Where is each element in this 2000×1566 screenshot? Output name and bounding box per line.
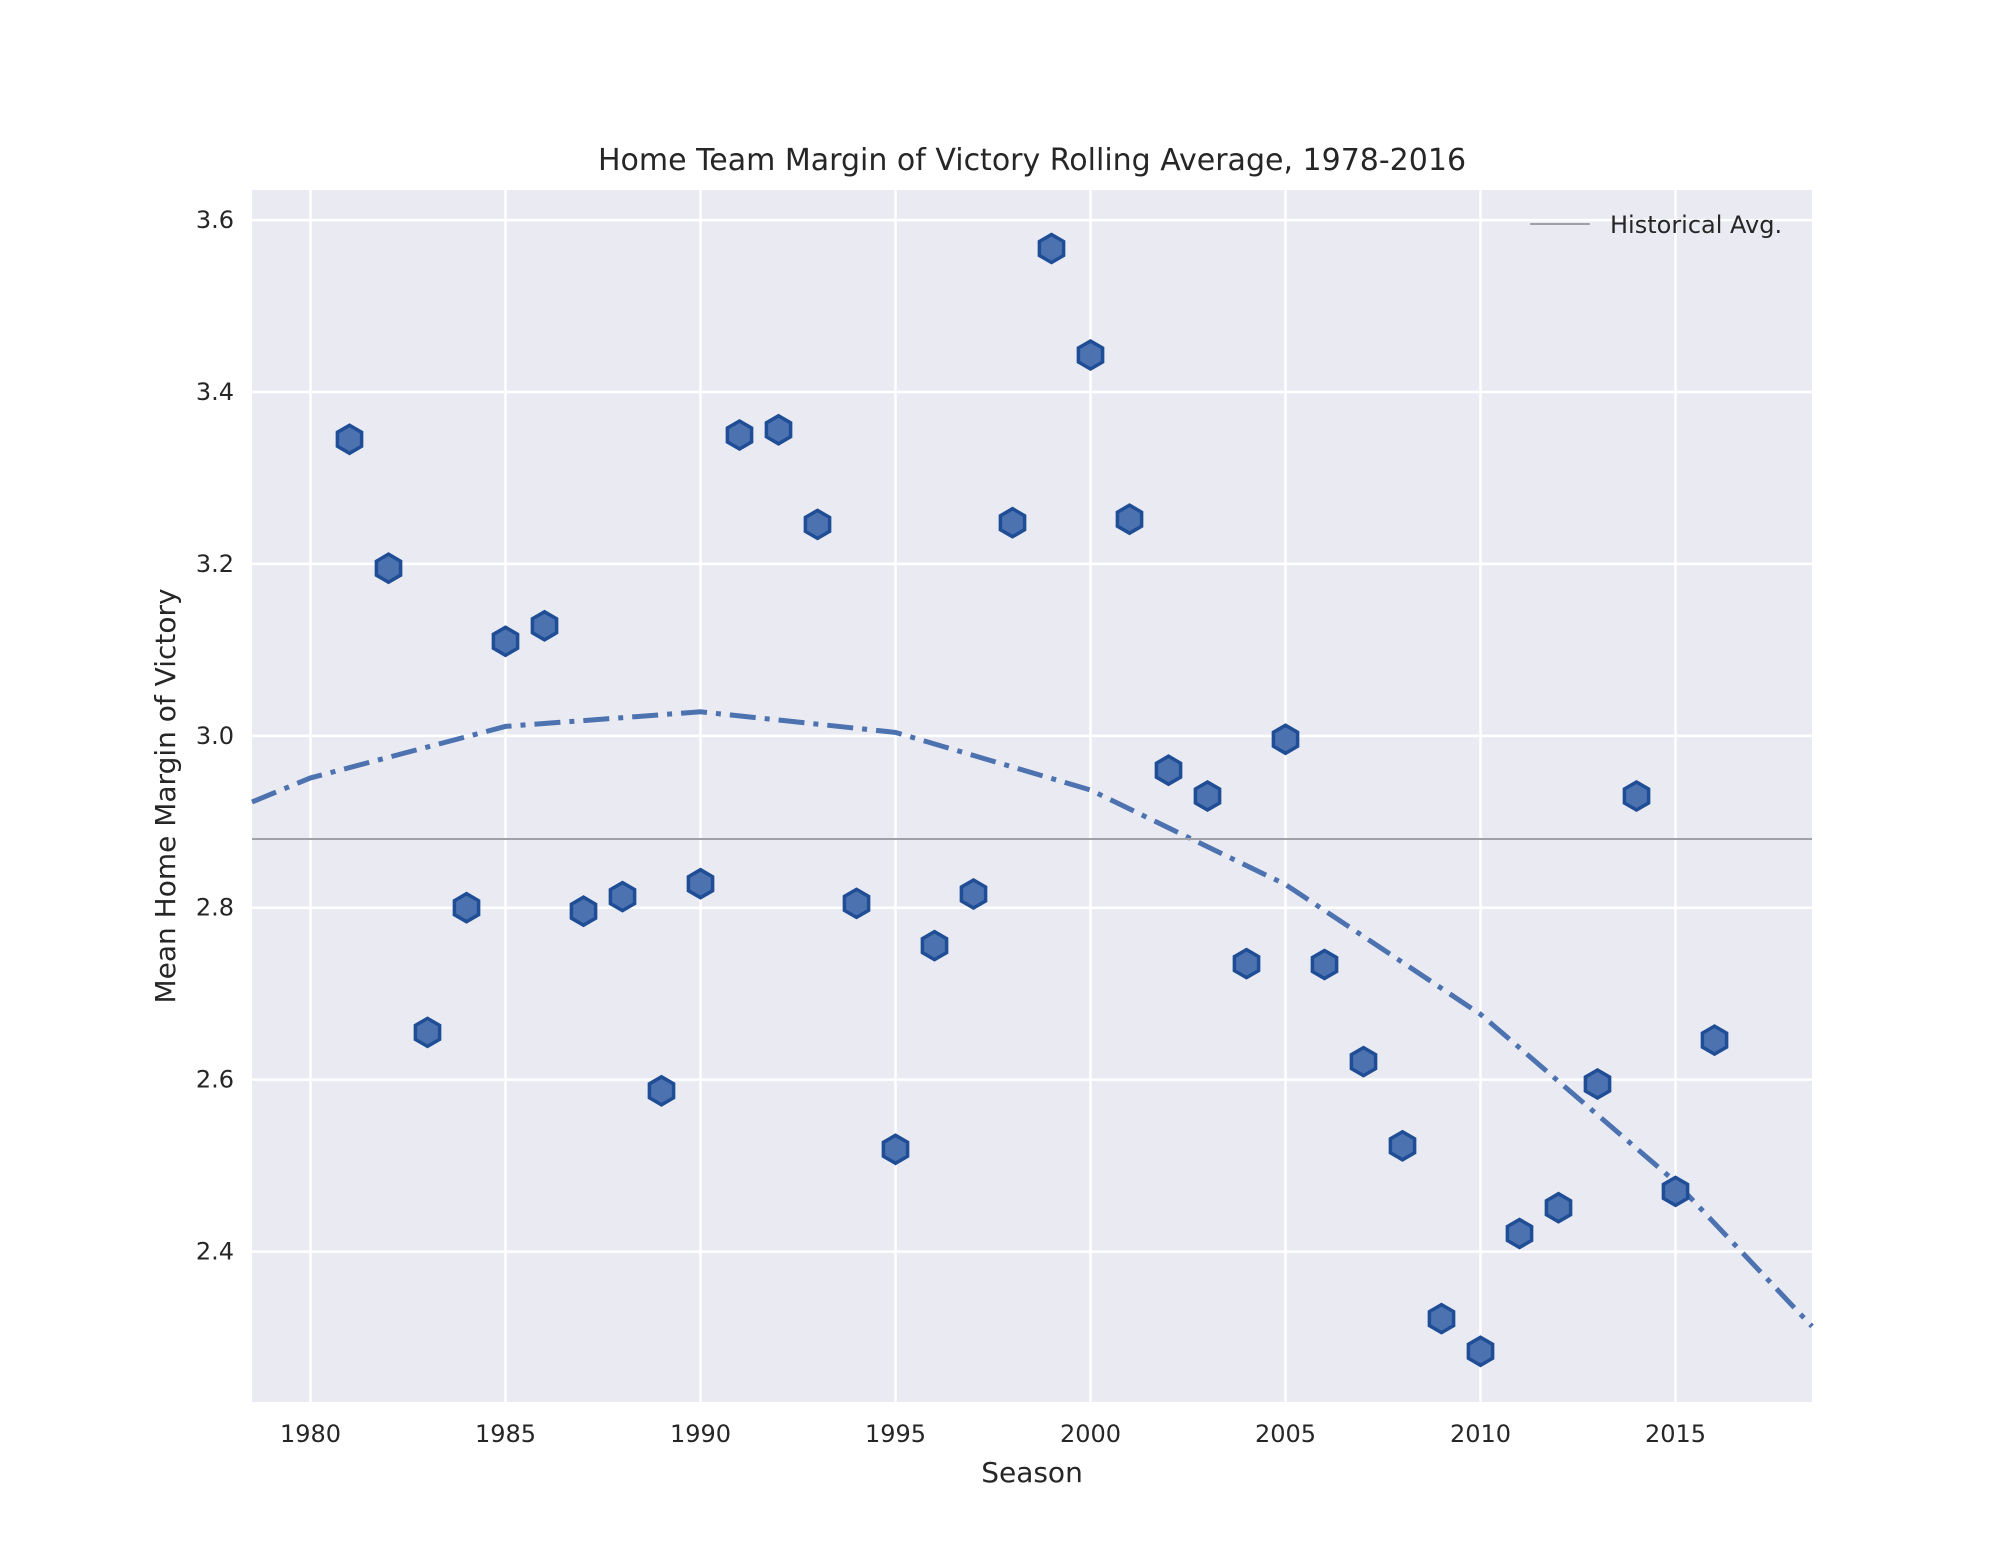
data-point [1583,1067,1612,1101]
data-point [1388,1129,1417,1162]
data-point [1154,754,1183,787]
plot-area [252,190,1812,1402]
data-point [1310,948,1339,981]
data-point [1622,779,1651,813]
trend-line [251,709,1814,1329]
legend-label-historical-avg: Historical Avg. [1610,211,1782,239]
data-point [1271,723,1300,756]
y-tick-label: 2.4 [196,1238,234,1266]
data-point [1115,503,1144,536]
data-point [374,552,403,585]
x-tick-label: 1990 [670,1420,731,1448]
data-point [1427,1302,1456,1335]
x-tick-label: 1980 [280,1420,341,1448]
data-point [608,880,637,913]
y-tick-labels: 2.4 2.6 2.8 3.0 3.2 3.4 3.6 [196,206,234,1265]
x-axis-label: Season [981,1456,1083,1489]
x-tick-label: 2010 [1450,1420,1511,1448]
x-tick-label: 2005 [1255,1420,1316,1448]
x-tick-label: 1985 [475,1420,536,1448]
line-layer [251,709,1814,1329]
y-tick-label: 3.2 [196,550,234,578]
data-point [998,506,1027,539]
chart-title: Home Team Margin of Victory Rolling Aver… [598,143,1466,178]
x-tick-label: 1995 [865,1420,926,1448]
legend: Historical Avg. [1530,211,1782,239]
data-point [764,413,793,446]
data-point [803,508,832,541]
data-point [1544,1191,1573,1224]
y-tick-label: 3.4 [196,378,234,406]
x-tick-labels: 1980 1985 1990 1995 2000 2005 2010 2015 [280,1420,1706,1448]
data-point [452,891,481,924]
data-point [569,895,598,928]
scatter-points [335,232,1729,1368]
y-axis-label: Mean Home Margin of Victory [149,588,182,1003]
x-tick-label: 2015 [1645,1420,1706,1448]
data-point [1232,947,1261,980]
data-point [881,1133,910,1166]
data-point [1700,1024,1729,1057]
data-point [959,877,988,911]
data-point [335,423,364,456]
data-point [1037,232,1066,265]
data-point [491,625,520,658]
data-point [842,887,871,920]
data-point [1076,338,1105,372]
data-point [725,418,754,452]
data-point [413,1016,442,1049]
data-point [647,1074,676,1107]
data-point [1466,1335,1495,1368]
data-point [1661,1175,1690,1208]
y-tick-label: 2.8 [196,894,234,922]
y-tick-label: 2.6 [196,1066,234,1094]
data-point [530,609,559,642]
data-point [920,929,949,962]
data-point [686,867,715,900]
data-point [1505,1217,1534,1250]
x-tick-label: 2000 [1060,1420,1121,1448]
y-tick-label: 3.0 [196,722,234,750]
data-point [1193,779,1222,813]
data-point [1349,1045,1378,1078]
y-tick-label: 3.6 [196,206,234,234]
grid-lines [252,190,1812,1402]
